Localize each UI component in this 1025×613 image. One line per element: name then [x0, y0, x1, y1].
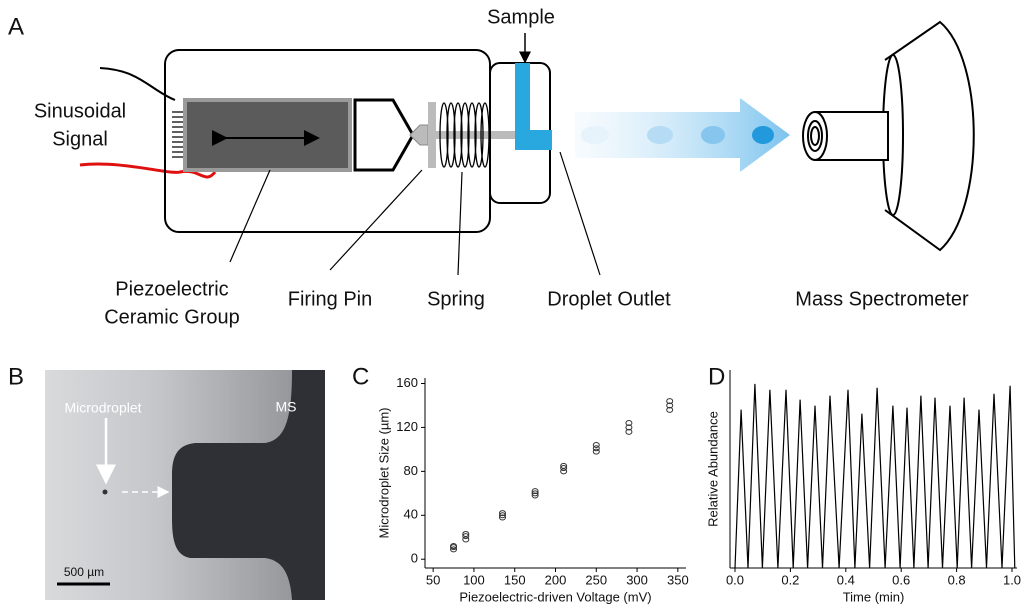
y-tick-label: 160 [396, 375, 418, 390]
x-tick-label: 250 [585, 572, 607, 587]
panel-label: D [708, 363, 725, 390]
label: Spring [427, 288, 485, 310]
label: Mass Spectrometer [795, 288, 969, 310]
data-point [462, 533, 470, 540]
data-point [531, 490, 539, 497]
data-point [560, 465, 568, 472]
y-tick-label: 120 [396, 419, 418, 434]
x-tick-label: 150 [504, 572, 526, 587]
x-axis-title: Time (min) [843, 589, 905, 604]
x-tick-label: 0.0 [726, 572, 744, 587]
label: Piezoelectric [115, 278, 228, 300]
data-point [531, 492, 539, 499]
data-point [625, 420, 633, 427]
y-axis-title: Microdroplet Size (µm) [376, 407, 391, 538]
panel-label: A [8, 13, 24, 40]
y-axis-title: Relative Abundance [705, 411, 720, 527]
label: MS [276, 399, 297, 415]
x-tick-label: 200 [545, 572, 567, 587]
label: Signal [52, 128, 108, 150]
label: Firing Pin [288, 288, 372, 310]
y-tick-label: 0 [411, 551, 418, 566]
data-point [462, 530, 470, 537]
y-tick-label: 80 [404, 463, 418, 478]
x-tick-label: 300 [626, 572, 648, 587]
micrograph [45, 370, 325, 600]
x-tick-label: 1.0 [1003, 572, 1021, 587]
data-point [560, 462, 568, 469]
data-point [666, 402, 674, 409]
label: Droplet Outlet [547, 288, 671, 310]
data-point [666, 398, 674, 405]
scale-label: 500 µm [64, 565, 104, 579]
data-point [450, 543, 458, 550]
x-tick-label: 0.8 [948, 572, 966, 587]
x-tick-label: 50 [426, 572, 440, 587]
data-point [531, 488, 539, 495]
device-diagram [79, 20, 975, 276]
data-point [450, 546, 458, 553]
data-point [498, 512, 506, 519]
label: Microdroplet [64, 400, 141, 416]
trace [734, 383, 1016, 569]
data-point [498, 514, 506, 521]
x-axis-title: Piezoelectric-driven Voltage (mV) [459, 589, 651, 604]
x-tick-label: 0.2 [781, 572, 799, 587]
data-point [625, 428, 633, 435]
data-point [592, 445, 600, 452]
data-point [625, 424, 633, 431]
data-point [498, 510, 506, 517]
label: Sinusoidal [34, 100, 126, 122]
data-point [666, 406, 674, 413]
data-point [592, 448, 600, 455]
label: Ceramic Group [104, 306, 240, 328]
label: Sample [487, 6, 555, 28]
data-point [592, 441, 600, 448]
x-tick-label: 100 [463, 572, 485, 587]
x-tick-label: 0.4 [837, 572, 855, 587]
panel-label: C [352, 363, 369, 390]
x-tick-label: 350 [667, 572, 689, 587]
x-tick-label: 0.6 [892, 572, 910, 587]
panel-label: B [8, 363, 24, 390]
y-tick-label: 40 [404, 507, 418, 522]
